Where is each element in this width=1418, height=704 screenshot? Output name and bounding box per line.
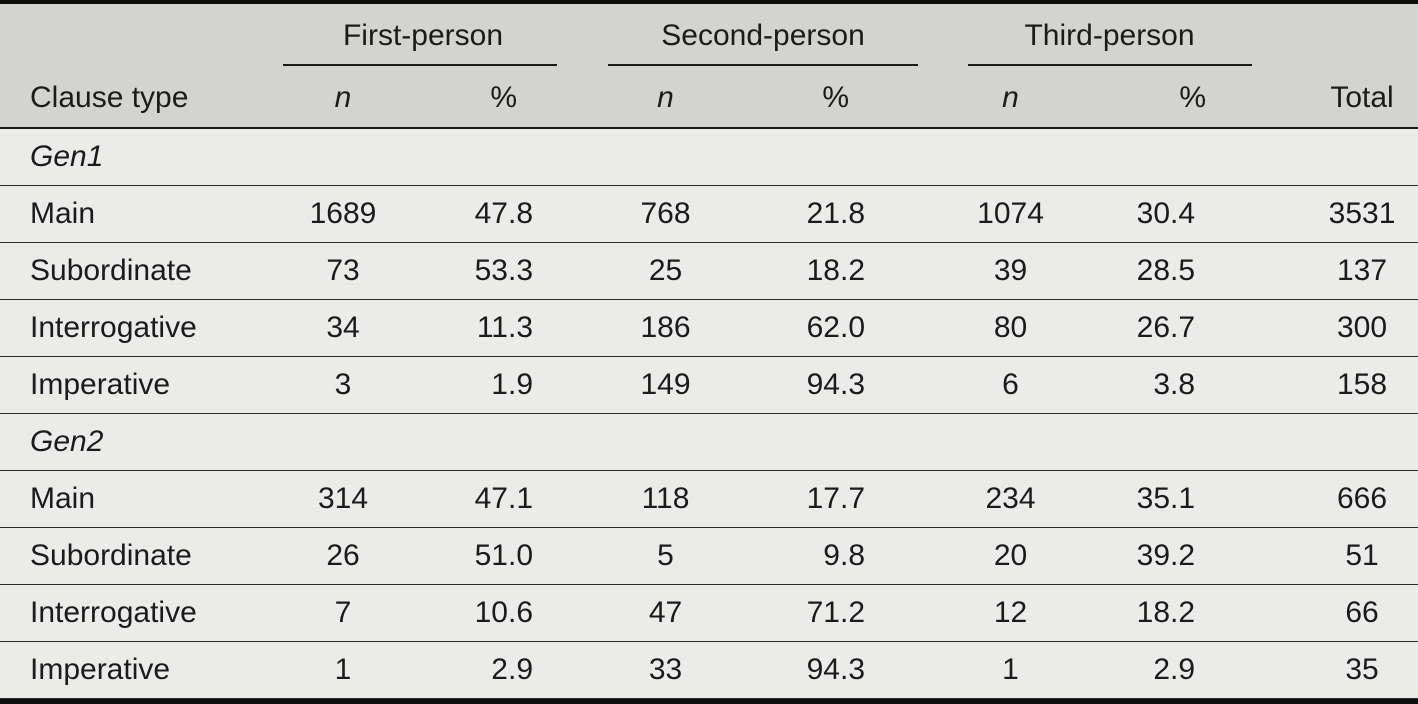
first-person-spanner-rule [283,64,557,66]
n-cell: 1 [1002,652,1019,686]
clause-cell: Interrogative [30,595,197,629]
pct-cell: 94.3 [806,367,866,401]
pct-cell: 94.3 [806,652,866,686]
clause-cell: Main [30,481,96,515]
empty-header-cell [1306,4,1418,68]
total-header: Total [1330,81,1394,114]
pct-cell: 30.4 [1136,196,1196,230]
third-person-spanner-rule [968,64,1252,66]
pct-cell: 9.8 [823,538,866,572]
pct-cell: 47.8 [474,196,534,230]
n-cell: 39 [993,253,1028,287]
n-cell: 1 [334,652,352,686]
second-person-spanner-rule [608,64,918,66]
empty-header-cell [0,4,283,68]
clause-cell: Subordinate [30,538,192,572]
pct-header-first: % [490,81,518,114]
pct-cell: 17.7 [806,481,866,515]
pct-cell: 2.9 [1153,652,1196,686]
n-cell: 47 [648,595,683,629]
pct-cell: 28.5 [1136,253,1196,287]
pct-cell: 62.0 [806,310,866,344]
n-cell: 768 [640,196,691,230]
total-cell: 51 [1345,538,1379,572]
n-cell: 5 [657,538,674,572]
n-cell: 3 [334,367,352,401]
pct-cell: 18.2 [806,253,866,287]
n-cell: 314 [317,481,369,515]
group-header-first-person: First-person [342,19,504,52]
n-cell: 186 [640,310,691,344]
section-label: Gen2 [30,424,104,458]
n-cell: 25 [648,253,683,287]
pct-cell: 21.8 [806,196,866,230]
n-cell: 118 [641,481,690,515]
pct-cell: 35.1 [1136,481,1196,515]
section-row-gen2: Gen2 [0,413,1418,470]
pct-cell: 1.9 [491,367,534,401]
clause-cell: Main [30,196,96,230]
pct-cell: 2.9 [491,652,534,686]
clause-cell: Imperative [30,367,171,401]
n-cell: 73 [326,253,360,287]
table-header: First-person Second-person Third-person … [0,4,1418,128]
pct-cell: 11.3 [476,310,534,344]
total-cell: 158 [1337,367,1388,401]
pct-header-second: % [822,81,850,114]
clause-cell: Interrogative [30,310,197,344]
pct-cell: 18.2 [1136,595,1196,629]
section-row-gen1: Gen1 [0,128,1418,185]
pct-cell: 51.0 [474,538,534,572]
pct-cell: 47.1 [474,481,534,515]
clause-person-table: First-person Second-person Third-person … [0,4,1418,699]
table-row: Interrogative 34 11.3 186 62.0 80 26.7 3… [0,299,1418,356]
section-label: Gen1 [30,139,104,173]
table-row: Imperative 1 2.9 33 94.3 1 2.9 35 [0,641,1418,698]
table-body: Gen1 Main 1689 47.8 768 21.8 1074 30.4 3… [0,128,1418,698]
total-cell: 300 [1337,310,1388,344]
pct-cell: 53.3 [474,253,534,287]
pct-cell: 26.7 [1136,310,1196,344]
pct-cell: 3.8 [1153,367,1196,401]
n-cell: 7 [334,595,352,629]
n-cell: 234 [985,481,1036,515]
table-row: Subordinate 26 51.0 5 9.8 20 39.2 51 [0,527,1418,584]
n-header-third: n [1002,81,1019,114]
n-cell: 149 [640,367,691,401]
table-row: Main 1689 47.8 768 21.8 1074 30.4 3531 [0,185,1418,242]
n-cell: 26 [326,538,360,572]
n-cell: 6 [1002,367,1019,401]
pct-cell: 71.2 [806,595,866,629]
total-cell: 3531 [1328,196,1396,230]
pct-cell: 39.2 [1136,538,1196,572]
group-header-second-person: Second-person [661,19,865,52]
n-cell: 20 [993,538,1028,572]
n-cell: 34 [326,310,360,344]
group-header-third-person: Third-person [1024,19,1195,52]
clause-type-header: Clause type [30,81,189,114]
n-header-first: n [334,81,352,114]
total-cell: 35 [1345,652,1379,686]
total-cell: 137 [1337,253,1388,287]
pct-cell: 10.6 [474,595,534,629]
n-cell: 1689 [309,196,377,230]
n-cell: 80 [993,310,1028,344]
n-cell: 33 [648,652,683,686]
table-row: Subordinate 73 53.3 25 18.2 39 28.5 137 [0,242,1418,299]
table-row: Main 314 47.1 118 17.7 234 35.1 666 [0,470,1418,527]
n-header-second: n [657,81,674,114]
pct-header-third: % [1179,81,1207,114]
table-row: Imperative 3 1.9 149 94.3 6 3.8 158 [0,356,1418,413]
column-header-row: Clause type n % n % n % Total [0,68,1418,128]
clause-cell: Subordinate [30,253,192,287]
table-row: Interrogative 7 10.6 47 71.2 12 18.2 66 [0,584,1418,641]
clause-cell: Imperative [30,652,171,686]
total-cell: 66 [1345,595,1379,629]
group-header-row: First-person Second-person Third-person [0,4,1418,68]
n-cell: 1074 [977,196,1044,230]
n-cell: 12 [993,595,1028,629]
total-cell: 666 [1337,481,1388,515]
